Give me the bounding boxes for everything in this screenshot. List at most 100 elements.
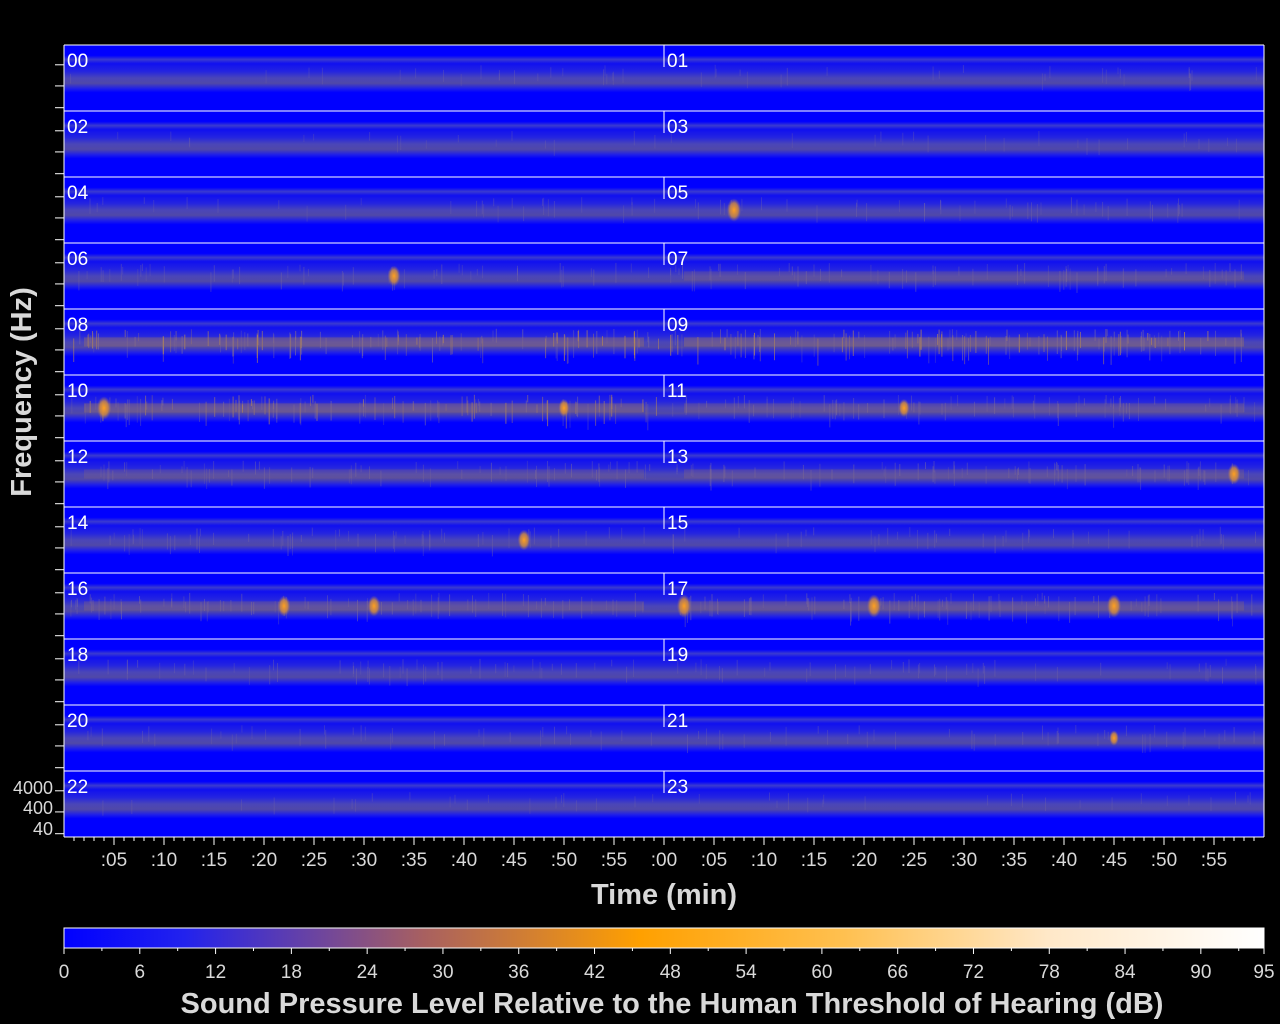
activity-streak	[362, 399, 364, 407]
activity-streak	[1029, 337, 1031, 347]
activity-streak	[740, 333, 742, 358]
activity-streak	[159, 662, 161, 679]
activity-streak	[299, 264, 301, 272]
activity-streak	[949, 329, 951, 350]
activity-streak	[1126, 329, 1128, 358]
activity-streak	[163, 598, 165, 607]
activity-streak	[335, 530, 337, 551]
activity-streak	[145, 267, 147, 282]
panel-11	[664, 375, 1264, 441]
activity-streak	[1169, 664, 1171, 680]
activity-streak	[473, 394, 475, 419]
activity-streak	[1088, 531, 1089, 544]
activity-streak	[634, 593, 636, 617]
activity-streak	[684, 527, 686, 542]
activity-streak	[391, 602, 393, 615]
activity-streak	[598, 395, 600, 413]
activity-streak	[648, 336, 650, 348]
activity-streak	[1010, 793, 1012, 807]
activity-streak	[204, 598, 205, 611]
activity-streak	[1147, 595, 1149, 617]
activity-streak	[726, 329, 728, 338]
activity-streak	[807, 598, 809, 607]
colorbar-tick-label: 6	[135, 962, 146, 983]
activity-streak	[128, 534, 130, 555]
activity-streak	[874, 536, 876, 552]
activity-streak	[1138, 397, 1139, 421]
activity-streak	[676, 464, 678, 473]
activity-streak	[951, 329, 953, 350]
activity-streak	[802, 464, 804, 480]
activity-streak	[1012, 206, 1013, 217]
activity-streak	[554, 726, 555, 745]
activity-streak	[877, 269, 879, 285]
activity-streak	[766, 396, 768, 418]
activity-streak	[1036, 204, 1038, 223]
x-tick-label: :55	[601, 850, 627, 871]
activity-streak	[475, 599, 477, 617]
activity-streak	[720, 199, 721, 215]
activity-streak	[241, 725, 243, 733]
activity-streak	[348, 530, 350, 542]
activity-streak	[968, 338, 970, 361]
activity-streak	[278, 200, 280, 210]
colorbar-tick-label: 42	[584, 962, 605, 983]
activity-streak	[185, 601, 187, 613]
activity-streak	[1058, 596, 1060, 622]
activity-streak	[1119, 331, 1121, 356]
activity-streak	[117, 131, 119, 140]
activity-streak	[397, 329, 399, 355]
activity-streak	[941, 403, 943, 415]
activity-streak	[972, 593, 974, 611]
activity-streak	[681, 334, 683, 357]
activity-streak	[70, 73, 71, 84]
activity-streak	[631, 197, 633, 205]
activity-streak	[1078, 395, 1080, 412]
activity-streak	[132, 529, 134, 545]
activity-streak	[301, 330, 303, 355]
activity-streak	[564, 335, 566, 356]
activity-streak	[595, 400, 597, 426]
activity-streak	[412, 599, 414, 616]
activity-streak	[213, 532, 214, 545]
activity-streak	[545, 338, 547, 359]
activity-streak	[299, 336, 301, 361]
activity-streak	[100, 466, 102, 478]
activity-streak	[498, 73, 500, 81]
activity-streak	[913, 131, 915, 141]
activity-streak	[1083, 204, 1085, 215]
activity-streak	[721, 668, 723, 683]
activity-streak	[1061, 465, 1063, 483]
activity-streak	[833, 333, 835, 353]
activity-streak	[273, 659, 274, 671]
activity-streak	[1011, 395, 1013, 409]
activity-streak	[687, 734, 688, 754]
activity-streak	[933, 461, 935, 473]
activity-streak	[602, 336, 603, 346]
activity-streak	[1044, 595, 1046, 604]
activity-streak	[783, 461, 785, 480]
activity-streak	[559, 263, 561, 283]
activity-streak	[79, 329, 81, 345]
activity-streak	[642, 399, 644, 412]
activity-streak	[87, 730, 89, 741]
activity-streak	[423, 664, 424, 685]
activity-streak	[1229, 398, 1231, 413]
activity-streak	[720, 329, 721, 344]
activity-streak	[207, 331, 209, 347]
activity-streak	[205, 401, 207, 426]
activity-streak	[723, 203, 725, 215]
activity-streak	[232, 269, 234, 279]
x-tick-label: :45	[501, 850, 527, 871]
activity-streak	[710, 268, 712, 290]
activity-streak	[141, 529, 143, 550]
activity-streak	[454, 794, 456, 804]
activity-streak	[460, 74, 462, 87]
activity-streak	[647, 332, 649, 343]
activity-streak	[1014, 466, 1016, 475]
activity-streak	[425, 140, 427, 149]
activity-streak	[616, 600, 618, 617]
activity-streak	[1117, 67, 1119, 75]
activity-streak	[126, 660, 128, 680]
activity-streak	[367, 660, 369, 669]
